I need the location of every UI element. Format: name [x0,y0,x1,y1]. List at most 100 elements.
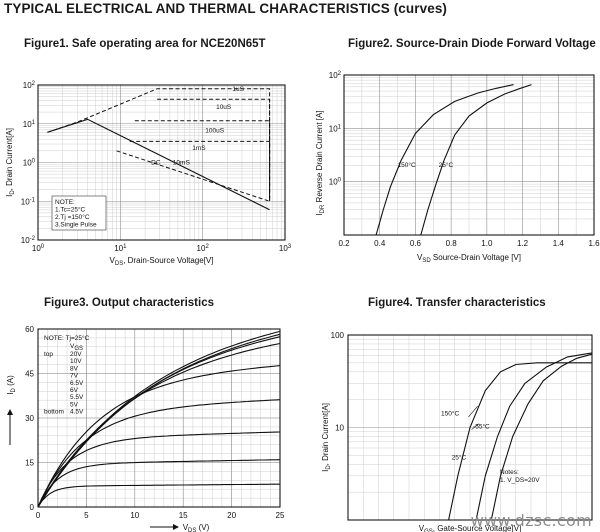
x-tick-label: 0.8 [446,239,458,248]
series-line-25c [475,352,593,521]
y-tick-label: 100 [329,178,342,187]
x-tick-label: 1.4 [553,239,565,248]
note-line: 1.Tc=25°C [55,206,86,214]
y-tick-label: 101 [23,120,36,129]
figure3-title: Figure3. Output characteristics [44,297,214,309]
series-line-5v [37,459,281,508]
x-tick-label: 25 [276,511,285,520]
legend-entry: 20V [70,351,82,358]
x-tick-label: 100 [32,244,45,253]
y-tick-label: 102 [23,81,36,90]
plot-frame [343,74,595,236]
x-tick-label: 0.6 [410,239,422,248]
note-line: Notes: [500,469,519,476]
x-axis-arrow-head [173,524,179,530]
x-axis-label: VDS (V) [183,523,210,532]
y-axis-label: ID (A) [6,375,17,395]
x-axis-label: VGS, Gate-Source Voltage[V] [419,524,522,532]
x-axis-label: VSD Source-Drain Voltage [V] [417,253,521,264]
plot-frame [37,328,281,508]
curve-label: 25°C [452,454,467,462]
legend-entry: 4.5V [70,409,84,416]
x-tick-label: 0.2 [338,239,350,248]
series-line-10ms [116,150,270,202]
curve-label: 25°C [439,161,454,169]
y-axis-label-group: ID, Drain Current[A] [321,403,332,472]
curve-label: 10mS [173,159,191,166]
x-tick-label: 15 [179,511,188,520]
plot-frame [37,84,286,241]
figure4-title: Figure4. Transfer characteristics [368,297,546,309]
x-axis-label: VDS, Drain-Source Voltage[V] [110,256,214,267]
curve-label: DC [151,159,161,166]
x-tick-label: 20 [227,511,236,520]
y-tick-label: 15 [25,459,34,468]
y-tick-label: 30 [25,414,34,423]
curve-label: 150°C [398,161,416,169]
y-tick-label: 60 [25,325,34,334]
y-axis-label-group: IDR Reverse Drain Current [A] [315,110,326,215]
x-tick-label: 0 [36,511,41,520]
legend-entry: 6V [70,387,79,394]
series-line-4-5v [37,483,280,508]
page-title: TYPICAL ELECTRICAL AND THERMAL CHARACTER… [4,1,448,16]
x-tick-label: 1.6 [588,239,600,248]
series-line-150c [375,84,514,236]
legend-entry: 5.5V [70,394,84,401]
figure2-title: Figure2. Source-Drain Diode Forward Volt… [348,38,596,50]
y-tick-label: 0 [30,503,35,512]
curve-label: 10uS [216,104,232,111]
series-line-8v [37,336,281,508]
y-tick-label: 10-2 [21,236,36,245]
y-axis-label: ID, Drain Current[A] [5,128,16,197]
annotation-arrow [471,423,480,430]
curve-label: 1mS [192,145,206,152]
series-line-minus55c [490,353,593,521]
curve-label: 100uS [205,127,224,134]
x-tick-label: 10 [130,511,139,520]
x-tick-label: 101 [114,244,127,253]
curve-label: -55°C [473,422,490,430]
series-line-7v [37,342,281,508]
series-line-1us [47,88,271,202]
series-line-6-5v [37,365,281,508]
legend-entry: 7V [70,373,79,380]
figure4-transfer-chart: 10 100 150°C -55°C 25°C Notes:1. V_DS=20V VGS,… [321,331,593,532]
series-line-6v [37,399,281,508]
y-tick-label: 45 [25,370,34,379]
legend-top-label: top [44,351,53,358]
y-axis-label: ID, Drain Current[A] [321,403,332,472]
legend-bottom-label: bottom [44,409,64,416]
y-tick-label: 100 [23,159,36,168]
series-line-5-5v [37,431,281,508]
x-tick-label: 1.0 [481,239,493,248]
note-line: 1. V_DS=20V [500,477,540,484]
series-line-25c [420,84,532,236]
legend-entry: 8V [70,365,79,372]
y-tick-label: 102 [329,71,342,80]
series-line-dc [47,118,270,211]
figure1-soa-chart: 100 101 102 103 10-2 10-1 100 101 102 1uS 10uS 100u… [5,81,292,267]
series-line-1ms [129,140,271,202]
legend-entry: 10V [70,358,82,365]
y-tick-label: 10 [335,424,344,433]
x-tick-label: 103 [279,244,292,253]
note-box [51,195,107,231]
series-line-150c [448,362,592,521]
y-tick-label: 10-1 [21,197,36,206]
annotation-arrow [468,405,478,418]
legend-title: NOTE: Tj=25°C [44,334,90,342]
figure1-title: Figure1. Safe operating area for NCE20N6… [24,38,266,50]
y-axis-label-group: ID (A) [6,375,17,395]
y-axis-arrow-head [7,409,13,415]
figure2-diode-chart: 0.2 0.4 0.6 0.8 1.0 1.2 1.4 1.6 100 101 102 150°C 25… [315,71,600,264]
legend-entry: 5V [70,401,79,408]
x-tick-label: 5 [84,511,89,520]
note-line: 2.Tj =150°C [55,213,90,221]
curve-label: 1uS [232,86,244,93]
y-tick-label: 100 [331,331,345,340]
y-tick-label: 101 [329,124,342,133]
note-line: NOTE: [55,199,75,206]
curve-label: 150°C [441,409,459,417]
